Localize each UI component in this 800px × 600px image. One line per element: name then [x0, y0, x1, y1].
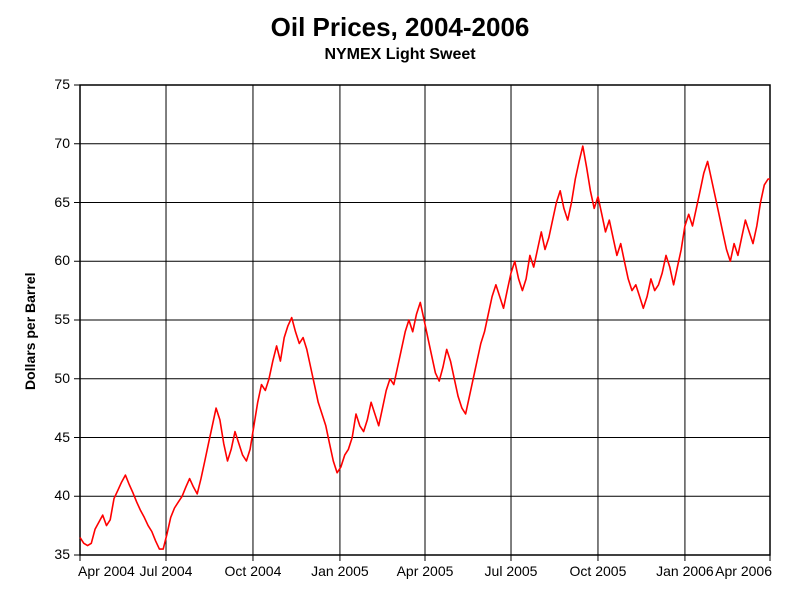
x-tick-label: Oct 2004 — [221, 563, 285, 579]
x-tick-label: Jul 2004 — [134, 563, 198, 579]
y-tick-label: 60 — [54, 252, 70, 268]
x-tick-label: Jan 2006 — [653, 563, 717, 579]
y-tick-label: 40 — [54, 487, 70, 503]
y-tick-label: 75 — [54, 76, 70, 92]
y-tick-label: 35 — [54, 546, 70, 562]
y-tick-label: 45 — [54, 429, 70, 445]
y-tick-label: 65 — [54, 194, 70, 210]
x-tick-label: Oct 2005 — [566, 563, 630, 579]
x-tick-label: Jul 2005 — [479, 563, 543, 579]
y-tick-label: 70 — [54, 135, 70, 151]
y-tick-label: 55 — [54, 311, 70, 327]
x-tick-label: Jan 2005 — [308, 563, 372, 579]
y-tick-label: 50 — [54, 370, 70, 386]
line-chart — [0, 0, 800, 600]
x-tick-label: Apr 2005 — [393, 563, 457, 579]
x-tick-label: Apr 2006 — [710, 563, 772, 579]
x-tick-label: Apr 2004 — [78, 563, 135, 579]
